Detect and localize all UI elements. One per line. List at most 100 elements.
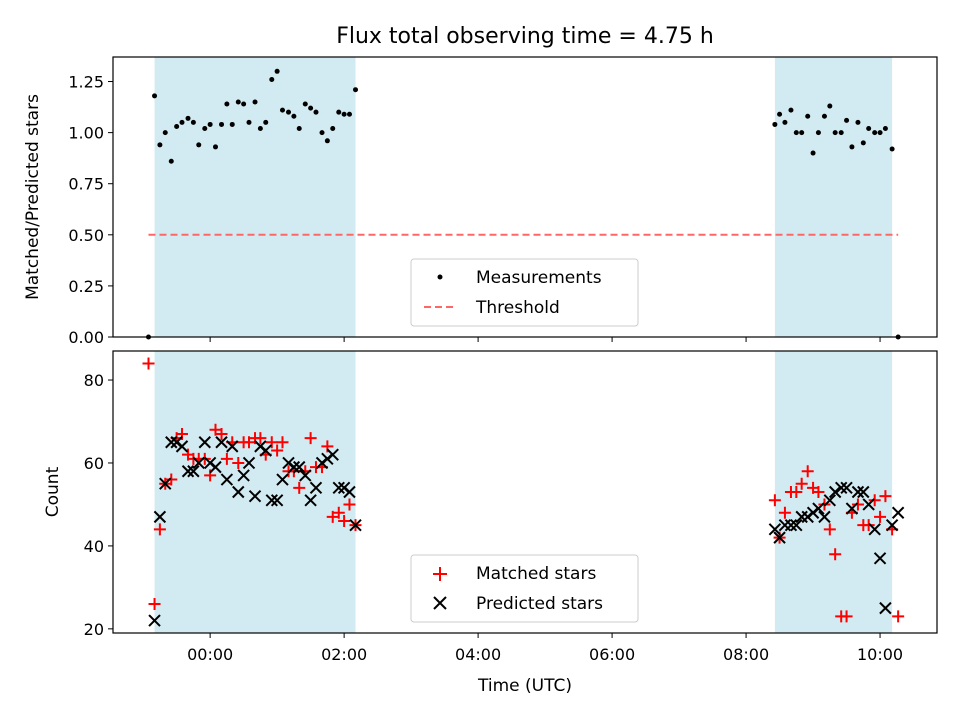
measurement-point (168, 158, 174, 164)
predicted-star-point (209, 460, 222, 474)
predicted-star-point (232, 485, 245, 499)
measurement-point (799, 130, 805, 136)
measurement-point (821, 113, 827, 119)
top-legend-box (410, 258, 639, 327)
measurement-point (296, 126, 302, 132)
predicted-star-point (885, 518, 899, 532)
matched-star-point (215, 427, 228, 440)
predicted-star-point (309, 481, 323, 495)
top-y-tick-label: 0.50 (68, 226, 104, 245)
legend-matched-label: Matched stars (476, 564, 596, 584)
predicted-star-point (828, 485, 842, 499)
bottom-shaded-span-0 (154, 351, 356, 633)
matched-star-point (232, 456, 245, 469)
bottom-x-tick-label: 02:00 (321, 645, 367, 664)
predicted-star-point (868, 523, 881, 536)
measurement-point (889, 146, 895, 152)
measurement-point (185, 115, 191, 121)
measurement-point (286, 109, 292, 115)
predicted-star-point (226, 440, 239, 453)
measurement-point (313, 109, 319, 115)
measurement-point (152, 93, 158, 99)
measurement-point (219, 121, 225, 127)
predicted-star-point (192, 456, 205, 470)
predicted-star-point (181, 465, 195, 478)
legend-measurements-marker (437, 274, 443, 280)
measurement-point (810, 150, 816, 156)
measurement-point (246, 119, 252, 125)
matched-star-point (874, 510, 887, 523)
measurement-point (162, 130, 168, 136)
predicted-star-point (845, 502, 859, 515)
measurement-point (257, 126, 263, 132)
measurement-point (229, 121, 235, 127)
bottom-panel: 20 40 60 80 00:00 02:00 04:00 06:00 08:00 10:00 (84, 350, 938, 664)
measurement-point (805, 113, 811, 119)
measurement-point (202, 126, 208, 132)
matched-star-point (812, 486, 825, 498)
legend-predicted-marker (433, 596, 447, 610)
measurement-point (269, 76, 275, 82)
matched-star-point (801, 465, 814, 478)
predicted-star-point (851, 485, 865, 499)
matched-star-point (326, 510, 339, 523)
measurement-point (291, 113, 297, 119)
measurement-point (353, 87, 359, 93)
predicted-star-point (823, 494, 837, 507)
matched-star-point (778, 506, 791, 519)
measurement-point (777, 111, 783, 117)
predicted-star-point (326, 448, 339, 461)
measurement-point (179, 119, 185, 125)
bottom-legend-box (410, 554, 639, 623)
measurement-point (772, 121, 778, 127)
measurement-point (279, 107, 285, 113)
measurement-point (235, 99, 241, 105)
matched-star-point (271, 444, 284, 457)
predicted-star-point (857, 485, 870, 499)
measurement-point (849, 144, 855, 150)
measurement-point (341, 111, 347, 117)
measurement-point (793, 130, 799, 136)
matched-star-point (276, 436, 289, 449)
matched-star-point (304, 432, 317, 445)
predicted-star-point (862, 498, 875, 511)
measurement-point (212, 144, 218, 150)
bottom-y-tick-label: 40 (84, 537, 104, 556)
measurement-point (855, 119, 861, 125)
bottom-x-tick-label: 08:00 (723, 645, 769, 664)
matched-star-point (209, 423, 222, 436)
legend-predicted-label: Predicted stars (476, 594, 603, 614)
measurement-point (324, 138, 330, 144)
predicted-star-point (879, 601, 892, 615)
predicted-star-point (343, 485, 356, 499)
predicted-star-point (293, 460, 306, 474)
predicted-star-point (159, 477, 172, 490)
top-shaded-span-1 (774, 57, 893, 337)
measurement-point (866, 126, 872, 132)
measurement-point (157, 142, 163, 148)
measurement-point (274, 68, 280, 74)
bottom-legend: Matched stars Predicted stars (410, 554, 639, 623)
measurement-point (241, 101, 247, 107)
measurement-point (308, 105, 314, 111)
measurement-point (877, 130, 883, 136)
predicted-star-point (891, 506, 905, 519)
predicted-star-point (187, 465, 200, 478)
measurement-point (788, 107, 794, 113)
predicted-star-point (304, 494, 317, 507)
matched-star-point (851, 498, 864, 511)
predicted-star-point (270, 494, 284, 507)
measurement-point (319, 130, 325, 136)
predicted-star-point (198, 436, 211, 449)
bottom-x-tick-label: 00:00 (187, 645, 233, 664)
measurement-point (302, 101, 308, 107)
legend-threshold-label: Threshold (475, 298, 560, 318)
measurement-point (263, 119, 269, 125)
predicted-star-point (248, 489, 262, 503)
legend-measurements-label: Measurements (476, 268, 602, 288)
predicted-star-point (215, 436, 228, 449)
predicted-star-point (148, 614, 161, 627)
measurement-point (832, 130, 838, 136)
measurement-point (336, 109, 342, 115)
measurement-point (330, 126, 336, 132)
